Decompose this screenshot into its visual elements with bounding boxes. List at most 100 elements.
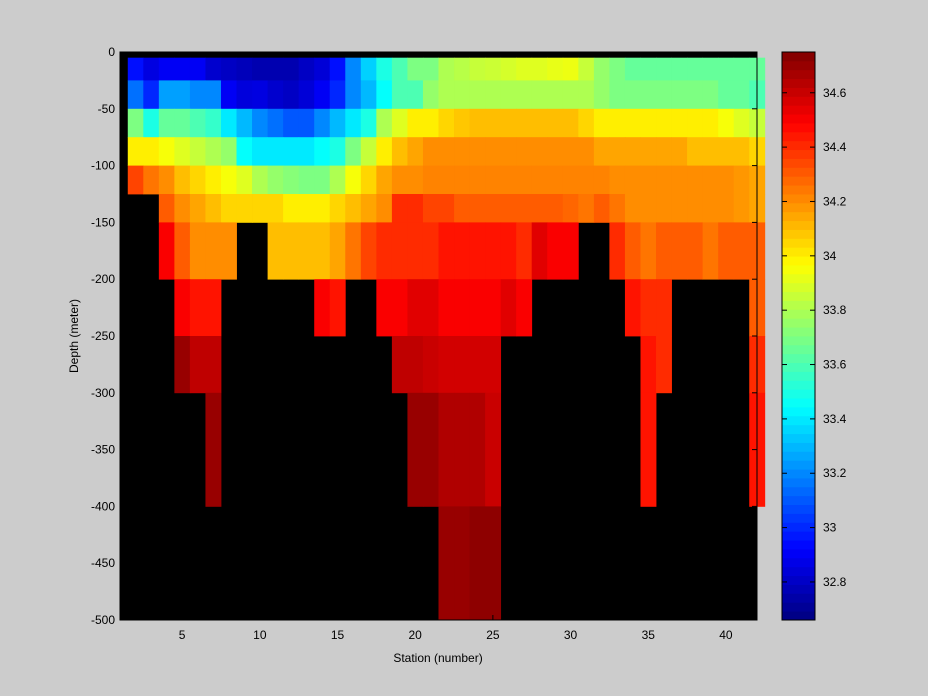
colorbar-band (782, 424, 815, 435)
heatmap-cell (485, 506, 502, 621)
colorbar-tick-label: 32.8 (823, 575, 847, 589)
heatmap-cell (127, 80, 144, 110)
y-tick-label: -50 (98, 102, 116, 116)
heatmap-cell (189, 57, 206, 81)
heatmap-cell (158, 108, 175, 138)
heatmap-cell (500, 80, 517, 110)
colorbar-tick-label: 34.6 (823, 86, 847, 100)
heatmap-cell (407, 108, 424, 138)
heatmap-cell (376, 194, 393, 223)
colorbar-band (782, 140, 815, 151)
colorbar-band (782, 291, 815, 301)
heatmap-cell (407, 392, 424, 507)
heatmap-cell (345, 222, 362, 280)
colorbar-band (782, 238, 815, 248)
heatmap-cell (252, 165, 268, 195)
y-tick-label: -150 (91, 215, 115, 229)
x-axis-ticks: 5 10 15 20 25 30 35 40 (179, 52, 733, 642)
heatmap-cell (220, 194, 237, 223)
heatmap-cell (516, 222, 533, 280)
colorbar-band (782, 211, 815, 222)
heatmap-cell (578, 57, 595, 81)
colorbar-band (782, 469, 815, 479)
heatmap-cell (314, 194, 331, 223)
heatmap-cell (422, 165, 439, 195)
y-tick-label: -200 (91, 272, 115, 286)
colorbar-tick-label: 34 (823, 249, 837, 263)
heatmap-cell (500, 279, 517, 337)
heatmap-cell (360, 80, 377, 110)
heatmap-cell (422, 57, 439, 81)
heatmap-cell (391, 165, 408, 195)
heatmap-cell (422, 194, 439, 223)
heatmap-cell (252, 137, 268, 166)
heatmap-cell (656, 194, 672, 223)
heatmap-cell (329, 222, 346, 280)
plot-area (119, 51, 766, 621)
heatmap-cell (640, 194, 657, 223)
heatmap-cell (656, 137, 672, 166)
heatmap-cell (422, 336, 439, 394)
heatmap-cell (205, 222, 222, 280)
heatmap-cell (298, 80, 315, 110)
heatmap-cell (640, 80, 657, 110)
colorbar-tick-label: 33 (823, 521, 837, 535)
heatmap-cell (298, 137, 315, 166)
heatmap-cell (578, 108, 595, 138)
colorbar-band (782, 371, 815, 381)
colorbar-band (782, 389, 815, 399)
colorbar-band (782, 593, 815, 603)
heatmap-cell (702, 194, 719, 223)
heatmap-cell (360, 194, 377, 223)
colorbar-band (782, 380, 815, 390)
heatmap-cell (143, 137, 160, 166)
heatmap-cell (609, 222, 626, 280)
heatmap-cell (718, 57, 735, 81)
heatmap-cell (252, 57, 268, 81)
heatmap-cell (143, 57, 160, 81)
heatmap-cell (345, 137, 362, 166)
heatmap-cell (531, 80, 548, 110)
heatmap-cell (205, 336, 222, 394)
colorbar-band (782, 149, 815, 159)
heatmap-cell (298, 57, 315, 81)
heatmap-cell (391, 57, 408, 81)
heatmap-cell (469, 194, 486, 223)
heatmap-cell (516, 165, 533, 195)
heatmap-cell (205, 392, 222, 507)
y-axis-ticks: 0 -50 -100 -150 -200 -250 -300 -350 -400 -450 -500 (91, 45, 757, 627)
heatmap-cell (329, 137, 346, 166)
heatmap-cell (267, 108, 284, 138)
heatmap-cell (283, 80, 300, 110)
heatmap-cell (189, 279, 206, 337)
heatmap-cell (283, 194, 300, 223)
heatmap-cell (345, 165, 362, 195)
heatmap-cell (531, 222, 548, 280)
heatmap-cell (562, 108, 579, 138)
colorbar-band (782, 60, 815, 71)
heatmap-cell (687, 165, 704, 195)
colorbar-band (782, 513, 815, 523)
heatmap-cell (609, 137, 626, 166)
colorbar-band (782, 131, 815, 142)
colorbar-tick-label: 33.4 (823, 412, 847, 426)
colorbar-band (782, 415, 815, 426)
heatmap-cell (671, 222, 688, 280)
heatmap-cell (469, 137, 486, 166)
heatmap-cell (687, 222, 704, 280)
heatmap-cell (298, 165, 315, 195)
heatmap-cell (500, 194, 517, 223)
heatmap-cell (516, 80, 533, 110)
heatmap-cell (500, 222, 517, 280)
heatmap-cell (127, 108, 144, 138)
colorbar-band (782, 362, 815, 372)
x-tick-label: 40 (719, 628, 733, 642)
heatmap-cell (314, 108, 331, 138)
heatmap-cell (593, 108, 610, 138)
heatmap-cell (454, 108, 470, 138)
y-tick-label: -350 (91, 443, 115, 457)
heatmap-cell (438, 392, 455, 507)
heatmap-cell (329, 279, 346, 337)
colorbar-tick-label: 33.6 (823, 358, 847, 372)
heatmap-cell (314, 165, 331, 195)
